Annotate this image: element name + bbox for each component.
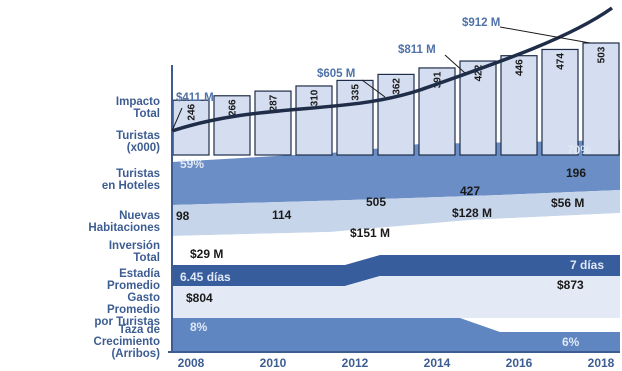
row-label: Impacto Total [116, 96, 160, 120]
callout-label: $811 M [398, 44, 436, 56]
turistas-bar-label: 474 [556, 53, 567, 70]
nuevas-habitaciones-value: 114 [272, 208, 292, 222]
turistas-bar-label: 503 [597, 46, 608, 63]
taza-crecimiento-end: 6% [562, 335, 580, 349]
turistas-bar-label: 446 [515, 59, 526, 76]
row-label: Nuevas Habitaciones [88, 210, 160, 234]
turistas-en-hoteles-start: 59% [180, 157, 204, 171]
nuevas-habitaciones-value: 98 [176, 209, 190, 223]
turistas-bar-label: 310 [310, 89, 321, 106]
row-labels: Impacto Total Turistas (x000) Turistas en Hot… [88, 96, 160, 360]
callout-leader [171, 107, 183, 132]
turistas-bar [336, 79, 374, 156]
gasto-promedio-start: $804 [186, 291, 213, 305]
x-tick-label: 2012 [342, 356, 369, 370]
inversion-total-value: $128 M [452, 206, 492, 220]
nuevas-habitaciones-band [172, 190, 620, 236]
nuevas-habitaciones-value: 427 [460, 184, 480, 198]
turistas-en-hoteles-band [172, 140, 620, 205]
turistas-bar-label: 287 [269, 94, 280, 111]
turistas-bar-label: 362 [392, 78, 403, 95]
callout-label: $605 M [317, 68, 355, 80]
callout-label: $411 M [176, 92, 214, 104]
nuevas-habitaciones-value: 505 [366, 195, 386, 209]
x-tick-labels: 2008 2010 2012 2014 2016 2018 [178, 356, 615, 370]
nuevas-habitaciones-value: 196 [566, 166, 586, 180]
turistas-en-hoteles-end: 70% [567, 143, 591, 157]
turistas-bar [582, 42, 620, 156]
gasto-promedio-end: $873 [557, 278, 584, 292]
turistas-bar-label: 246 [187, 103, 198, 120]
turistas-bar-label: 266 [228, 99, 239, 116]
inversion-total-band [172, 213, 620, 265]
turistas-bar [295, 85, 333, 156]
row-label: Estadía Promedio [107, 268, 161, 292]
turistas-bar-label: 391 [433, 71, 444, 88]
bars: 246 266 287 310 335 362 391 422 446 474 503 [172, 42, 620, 156]
estadia-promedio-end: 7 días [570, 258, 604, 272]
taza-crecimiento-start: 8% [190, 320, 208, 334]
estadia-promedio-band [172, 255, 620, 286]
estadia-promedio-start: 6.45 días [180, 270, 231, 284]
gasto-promedio-band [172, 276, 620, 318]
turistas-bar-label: 335 [351, 84, 362, 101]
taza-crecimiento-band [172, 318, 620, 352]
turistas-bar [254, 90, 292, 156]
inversion-total-value: $151 M [350, 226, 390, 240]
turistas-bar [541, 48, 579, 156]
row-label: Turistas en Hoteles [102, 168, 160, 192]
callout-leader [499, 26, 591, 44]
turistas-bar [459, 60, 497, 156]
row-label: Taza de Crecimiento (Arribos) [94, 324, 161, 360]
x-tick-label: 2018 [588, 356, 615, 370]
turistas-bar-label: 422 [474, 64, 485, 81]
callout-leader [444, 54, 466, 74]
inversion-total-value: $29 M [190, 247, 223, 261]
inversion-total-value: $56 M [551, 196, 584, 210]
band-values: 59% 70% 98 114 505 427 196 $29 M $151 M … [176, 143, 604, 349]
x-tick-label: 2008 [178, 356, 205, 370]
callout-label: $912 M [462, 17, 500, 29]
callout-leader [361, 79, 386, 98]
turistas-bar [377, 73, 415, 156]
x-tick-label: 2016 [506, 356, 533, 370]
x-tick-label: 2010 [260, 356, 287, 370]
row-label: Gasto Promedio por Turistas [94, 292, 160, 328]
row-label: Turistas (x000) [116, 130, 160, 154]
callouts: $411 M $605 M $811 M $912 M [171, 17, 591, 132]
impacto-total-curve [171, 6, 614, 133]
row-label: Inversión Total [109, 240, 160, 264]
x-tick-label: 2014 [424, 356, 451, 370]
turistas-bar [213, 95, 251, 156]
bands [172, 140, 620, 352]
